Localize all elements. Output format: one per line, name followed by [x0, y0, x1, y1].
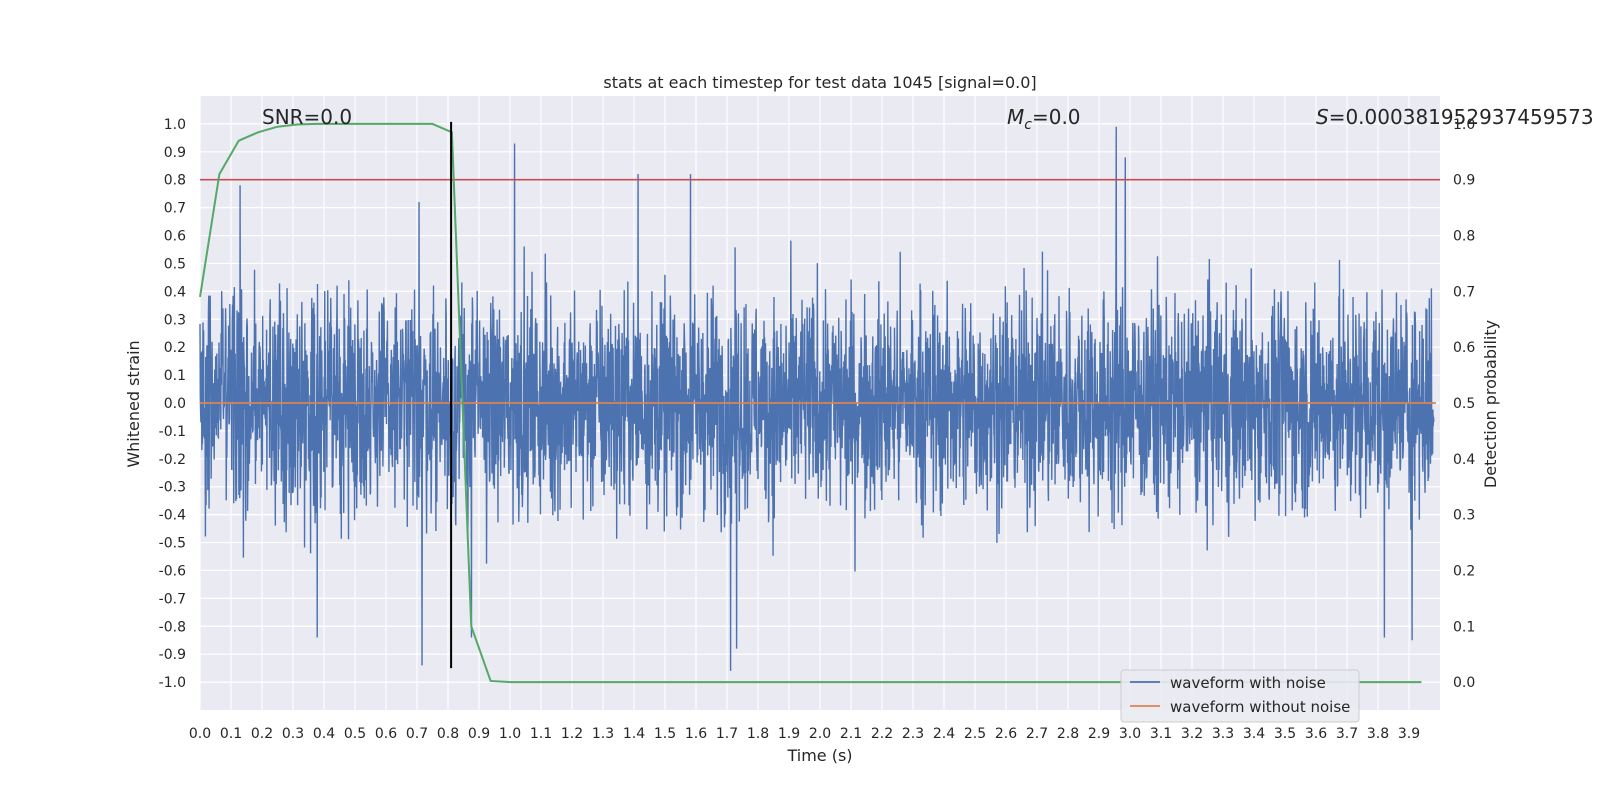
annotation-s-symbol: S [1316, 105, 1329, 129]
chart-title: stats at each timestep for test data 104… [603, 73, 1036, 92]
x-tick-label: 1.1 [530, 726, 552, 742]
x-tick-label: 0.4 [313, 726, 335, 742]
annotation-mc-symbol: M [1007, 105, 1024, 129]
x-tick-label: 3.9 [1398, 726, 1420, 742]
x-tick-label: 0.2 [251, 726, 273, 742]
y2-tick-label: 0.5 [1453, 396, 1475, 412]
y-tick-label: -0.8 [159, 619, 186, 635]
annotation-snr: SNR=0.0 [262, 105, 352, 129]
legend-label-noise: waveform with noise [1170, 674, 1326, 692]
y-tick-label: 0.8 [164, 173, 186, 189]
x-tick-label: 2.4 [933, 726, 955, 742]
x-tick-label: 2.2 [871, 726, 893, 742]
waveform-with-noise-line [199, 126, 1435, 671]
y-tick-label: 0.0 [164, 396, 186, 412]
annotation-s-value: =0.000381952937459573 [1329, 105, 1594, 129]
y2-tick-label: 0.0 [1453, 675, 1475, 691]
annotation-chirp-mass: Mc=0.0 [1007, 105, 1081, 133]
x-tick-label: 1.8 [747, 726, 769, 742]
legend-box [1120, 669, 1360, 723]
x-tick-label: 2.7 [1026, 726, 1048, 742]
x-tick-label: 0.9 [468, 726, 490, 742]
x-tick-label: 0.7 [406, 726, 428, 742]
x-tick-label: 0.8 [437, 726, 459, 742]
y2-tick-label: 0.7 [1453, 284, 1475, 300]
y2-tick-label: 0.3 [1453, 508, 1475, 524]
y-tick-label: -0.2 [159, 452, 186, 468]
x-tick-label: 1.2 [561, 726, 583, 742]
x-axis-ticks: 0.0 0.1 0.2 0.3 0.4 0.5 0.6 0.7 0.8 0.9 1.0 1.1 1.2 1… [189, 726, 1420, 742]
x-axis-label: Time (s) [786, 746, 852, 765]
y2-tick-label: 1.0 [1453, 117, 1475, 133]
x-tick-label: 3.7 [1336, 726, 1358, 742]
x-tick-label: 3.0 [1119, 726, 1141, 742]
x-tick-label: 1.3 [592, 726, 614, 742]
x-tick-label: 2.1 [840, 726, 862, 742]
y-tick-label: 0.4 [164, 284, 186, 300]
y-tick-label: -1.0 [159, 675, 186, 691]
legend: waveform with noise waveform without noi… [1120, 669, 1360, 723]
x-tick-label: 2.5 [964, 726, 986, 742]
legend-label-clean: waveform without noise [1170, 698, 1350, 716]
y-tick-label: -0.6 [159, 563, 186, 579]
x-tick-label: 0.0 [189, 726, 211, 742]
y2-tick-label: 0.9 [1453, 173, 1475, 189]
y2-tick-label: 0.1 [1453, 619, 1475, 635]
x-tick-label: 1.9 [778, 726, 800, 742]
x-tick-label: 1.4 [623, 726, 645, 742]
x-tick-label: 1.0 [499, 726, 521, 742]
x-tick-label: 0.1 [220, 726, 242, 742]
y-tick-label: 0.2 [164, 340, 186, 356]
y-tick-label: -0.1 [159, 424, 186, 440]
y-tick-label: -0.4 [159, 508, 186, 524]
y-tick-label: 0.3 [164, 312, 186, 328]
x-tick-label: 3.4 [1243, 726, 1265, 742]
x-tick-label: 2.8 [1057, 726, 1079, 742]
x-tick-label: 2.6 [995, 726, 1017, 742]
y2-axis-label: Detection probability [1481, 320, 1500, 488]
y2-tick-label: 0.8 [1453, 229, 1475, 245]
y-tick-label: -0.5 [159, 536, 186, 552]
series-waveform-with-noise [199, 126, 1435, 671]
y-axis-label: Whitened strain [124, 340, 143, 467]
x-tick-label: 3.1 [1150, 726, 1172, 742]
x-tick-label: 3.6 [1305, 726, 1327, 742]
x-tick-label: 0.6 [375, 726, 397, 742]
y2-axis-ticks: 0.0 0.1 0.2 0.3 0.4 0.5 0.6 0.7 0.8 0.9 1.0 [1453, 117, 1475, 691]
y2-tick-label: 0.6 [1453, 340, 1475, 356]
y-tick-label: -0.9 [159, 647, 186, 663]
y-tick-label: 0.7 [164, 201, 186, 217]
x-tick-label: 0.3 [282, 726, 304, 742]
y-tick-label: 0.9 [164, 145, 186, 161]
y-tick-label: -0.7 [159, 591, 186, 607]
series-detection-probability [199, 122, 1422, 684]
y-tick-label: 0.6 [164, 229, 186, 245]
x-tick-label: 1.6 [685, 726, 707, 742]
x-tick-label: 2.0 [809, 726, 831, 742]
x-tick-label: 3.3 [1212, 726, 1234, 742]
x-tick-label: 3.8 [1367, 726, 1389, 742]
x-tick-label: 3.5 [1274, 726, 1296, 742]
y-axis-ticks: 1.0 0.9 0.8 0.7 0.6 0.5 0.4 0.3 0.2 0.1 0.0 -0.1 -0.… [159, 117, 186, 691]
x-tick-label: 2.3 [902, 726, 924, 742]
annotation-mc-value: =0.0 [1032, 105, 1081, 129]
x-tick-label: 2.9 [1088, 726, 1110, 742]
detection-probability-line [199, 122, 1422, 684]
y2-tick-label: 0.2 [1453, 563, 1475, 579]
y-tick-label: 0.1 [164, 368, 186, 384]
x-tick-label: 1.5 [654, 726, 676, 742]
y-tick-label: 0.5 [164, 256, 186, 272]
x-tick-label: 0.5 [344, 726, 366, 742]
y2-tick-label: 0.4 [1453, 452, 1475, 468]
annotation-mc-sub: c [1024, 117, 1032, 133]
annotation-s: S=0.000381952937459573 [1316, 105, 1594, 129]
y-tick-label: -0.3 [159, 480, 186, 496]
x-tick-label: 1.7 [716, 726, 738, 742]
y-tick-label: 1.0 [164, 117, 186, 133]
x-tick-label: 3.2 [1181, 726, 1203, 742]
